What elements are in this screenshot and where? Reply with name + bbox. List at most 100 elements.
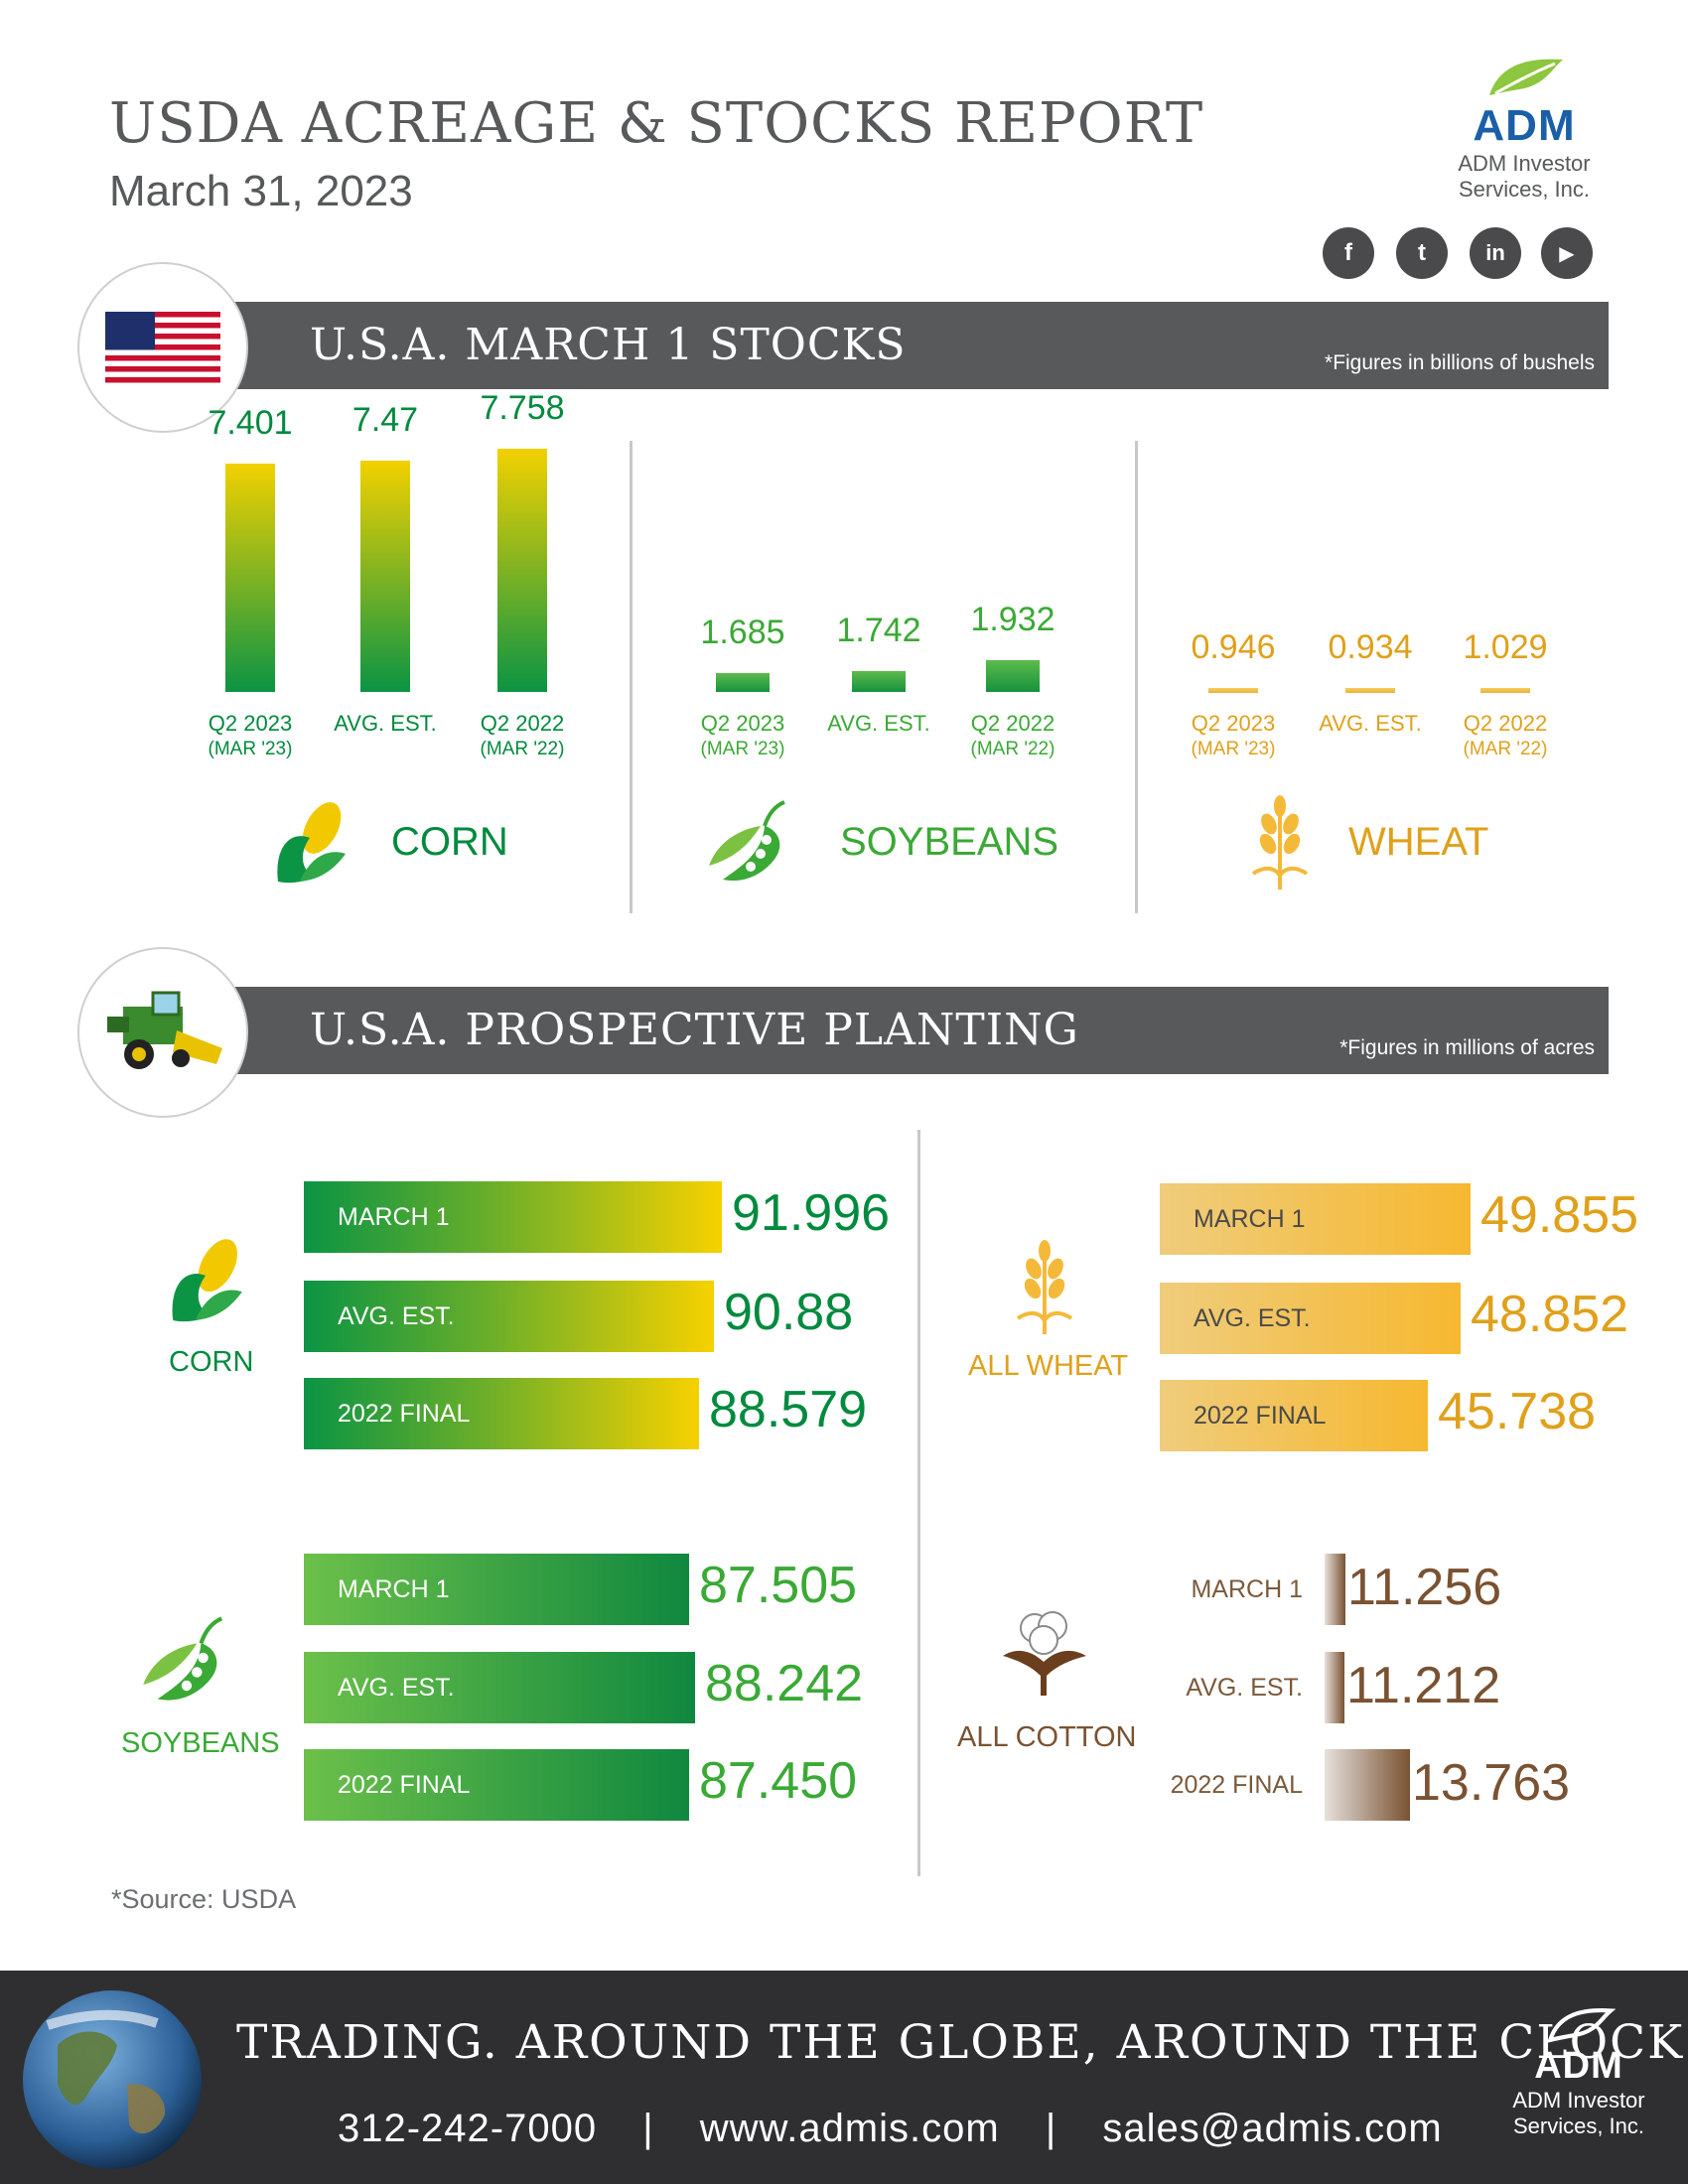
stock-value-corn: 7.401 xyxy=(208,404,293,442)
stock-value-soybeans: 1.685 xyxy=(700,614,785,651)
planting-category-soybeans: MARCH 1 xyxy=(338,1575,450,1603)
stock-bar-soybeans xyxy=(716,673,770,692)
stock-bar-corn xyxy=(360,461,410,692)
planting-category-corn: AVG. EST. xyxy=(338,1302,455,1330)
facebook-icon[interactable]: f xyxy=(1323,227,1374,279)
stock-value-soybeans: 1.932 xyxy=(970,601,1055,638)
planting-category-soybeans: 2022 FINAL xyxy=(338,1771,471,1799)
stock-value-wheat: 1.029 xyxy=(1463,628,1548,666)
planting-chart xyxy=(304,1181,1471,1821)
stock-category-wheat: AVG. EST. xyxy=(1291,711,1450,737)
planting-value-corn: 90.88 xyxy=(724,1284,854,1341)
planting-value-soybeans: 87.450 xyxy=(699,1752,858,1810)
soybean-icon xyxy=(709,800,785,882)
email-link[interactable]: sales@admis.com xyxy=(1102,2107,1443,2150)
category-sublabel: (MAR '22) xyxy=(970,739,1055,759)
adm-wordmark: ADM xyxy=(1473,101,1576,150)
stock-category-wheat: Q2 2023 (MAR '23) xyxy=(1154,711,1313,762)
planting-title: U.S.A. PROSPECTIVE PLANTING xyxy=(310,1005,1079,1055)
phone-link[interactable]: 312-242-7000 xyxy=(338,2107,598,2150)
adm-sub-1: ADM Investor xyxy=(1458,151,1591,176)
adm-sub-1: ADM Investor xyxy=(1512,2088,1645,2113)
category-label: Q2 2022 xyxy=(970,711,1055,736)
stock-value-wheat: 0.934 xyxy=(1328,628,1413,666)
stock-bar-corn xyxy=(225,464,275,692)
planting-category-cotton: AVG. EST. xyxy=(1186,1674,1303,1702)
stock-bar-wheat xyxy=(1208,688,1258,693)
planting-value-wheat: 48.852 xyxy=(1471,1286,1629,1343)
footer-slogan: TRADING. AROUND THE GLOBE, AROUND THE CL… xyxy=(236,2015,1688,2070)
cotton-icon xyxy=(1003,1611,1086,1696)
adm-logo[interactable]: ADM ADM Investor Services, Inc. xyxy=(1430,56,1618,203)
stocks-band: U.S.A. MARCH 1 STOCKS *Figures in billio… xyxy=(159,302,1609,389)
twitter-icon[interactable]: t xyxy=(1396,227,1448,279)
stocks-divider xyxy=(1135,441,1138,913)
planting-category-corn: 2022 FINAL xyxy=(338,1400,471,1428)
planting-value-wheat: 49.855 xyxy=(1480,1186,1639,1244)
stock-value-soybeans: 1.742 xyxy=(836,612,921,649)
leaf-icon xyxy=(1547,2008,1616,2043)
category-label: AVG. EST. xyxy=(827,711,930,736)
stock-value-corn: 7.47 xyxy=(352,401,419,439)
adm-sub-2: Services, Inc. xyxy=(1458,177,1591,202)
wheat-icon xyxy=(1016,1240,1073,1334)
footer xyxy=(0,1971,1688,2184)
planting-bar-cotton xyxy=(1325,1554,1345,1625)
category-sublabel: (MAR '22) xyxy=(1463,739,1548,759)
harvester-icon xyxy=(107,991,222,1069)
stock-category-corn: Q2 2023 (MAR '23) xyxy=(171,711,330,762)
category-sublabel: (MAR '23) xyxy=(208,739,293,759)
stocks-divider xyxy=(630,441,633,913)
source-note: *Source: USDA xyxy=(111,1884,297,1914)
planting-category-cotton: MARCH 1 xyxy=(1191,1575,1303,1603)
planting-value-cotton: 13.763 xyxy=(1412,1754,1571,1812)
stock-value-wheat: 0.946 xyxy=(1191,628,1276,666)
stock-value-corn: 7.758 xyxy=(480,389,565,427)
stocks-note: *Figures in billions of bushels xyxy=(1325,351,1595,374)
us-flag-icon xyxy=(105,312,220,383)
corn-icon xyxy=(172,1239,242,1322)
stocks-title: U.S.A. MARCH 1 STOCKS xyxy=(310,320,907,370)
category-sublabel: (MAR '23) xyxy=(1191,739,1276,759)
report-date: March 31, 2023 xyxy=(109,167,413,215)
youtube-icon[interactable]: ▶ xyxy=(1541,227,1593,279)
planting-value-cotton: 11.212 xyxy=(1346,1657,1501,1714)
planting-bar-cotton xyxy=(1325,1749,1410,1821)
planting-value-cotton: 11.256 xyxy=(1347,1559,1502,1616)
page-title: USDA ACREAGE & STOCKS REPORT xyxy=(109,91,1204,156)
stock-bar-corn xyxy=(497,449,547,692)
planting-bar-wheat xyxy=(1160,1283,1461,1354)
planting-category-wheat: MARCH 1 xyxy=(1194,1205,1306,1233)
category-label: Q2 2023 xyxy=(700,711,785,736)
corn-icon xyxy=(277,802,346,884)
planting-category-corn: MARCH 1 xyxy=(338,1203,450,1231)
planting-soybeans-label: SOYBEANS xyxy=(121,1727,280,1759)
harvester-badge xyxy=(77,947,248,1118)
planting-band: U.S.A. PROSPECTIVE PLANTING *Figures in … xyxy=(159,987,1609,1074)
planting-value-wheat: 45.738 xyxy=(1438,1383,1597,1440)
planting-bar-soybeans xyxy=(304,1749,689,1821)
separator: | xyxy=(1045,2107,1057,2150)
planting-bar-wheat xyxy=(1160,1183,1471,1255)
adm-wordmark: ADM xyxy=(1534,2045,1623,2087)
planting-corn-label: CORN xyxy=(169,1346,254,1378)
planting-category-soybeans: AVG. EST. xyxy=(338,1674,455,1702)
stocks-chart xyxy=(225,449,1530,693)
category-label: Q2 2023 xyxy=(1191,711,1276,736)
stock-bar-soybeans xyxy=(852,671,906,692)
stock-category-soybeans: AVG. EST. xyxy=(799,711,958,737)
category-label: AVG. EST. xyxy=(1319,711,1422,736)
stocks-soybeans-label: SOYBEANS xyxy=(840,820,1059,864)
category-label: AVG. EST. xyxy=(334,711,437,736)
web-link[interactable]: www.admis.com xyxy=(699,2107,1000,2150)
planting-divider xyxy=(917,1130,920,1876)
planting-bar-soybeans xyxy=(304,1652,695,1723)
planting-category-wheat: 2022 FINAL xyxy=(1194,1402,1327,1430)
planting-bar-soybeans xyxy=(304,1554,689,1625)
linkedin-icon[interactable]: in xyxy=(1470,227,1521,279)
planting-bar-corn xyxy=(304,1281,714,1352)
globe-icon xyxy=(23,1990,202,2169)
planting-note: *Figures in millions of acres xyxy=(1339,1036,1595,1059)
adm-footer-logo[interactable]: ADM ADM Investor Services, Inc. xyxy=(1489,2007,1668,2139)
category-label: Q2 2022 xyxy=(1463,711,1548,736)
